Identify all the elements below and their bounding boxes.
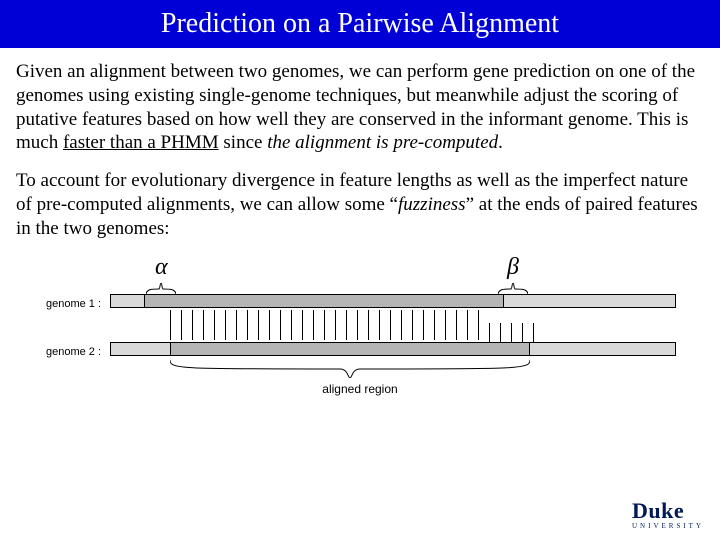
p2-seg-b: fuzziness bbox=[398, 194, 466, 215]
alignment-tick bbox=[247, 310, 248, 340]
genome2-feature bbox=[170, 342, 530, 356]
alpha-brace bbox=[146, 282, 176, 294]
alignment-tick bbox=[434, 310, 435, 340]
alignment-tick bbox=[423, 310, 424, 340]
alignment-tick bbox=[456, 310, 457, 340]
alignment-tick bbox=[225, 310, 226, 340]
duke-logo: Duke UNIVERSITY bbox=[632, 498, 704, 530]
slide-title: Prediction on a Pairwise Alignment bbox=[161, 8, 559, 40]
alignment-tick bbox=[291, 310, 292, 340]
alignment-tick bbox=[203, 310, 204, 340]
logo-sub: UNIVERSITY bbox=[632, 522, 704, 530]
logo-main: Duke bbox=[632, 498, 704, 524]
beta-label: β bbox=[507, 254, 519, 281]
alignment-tick bbox=[280, 310, 281, 340]
alignment-tick bbox=[368, 310, 369, 340]
alignment-tick bbox=[324, 310, 325, 340]
body-text: Given an alignment between two genomes, … bbox=[0, 48, 720, 240]
alignment-tick bbox=[357, 310, 358, 340]
paragraph-1: Given an alignment between two genomes, … bbox=[16, 60, 704, 155]
alignment-tick bbox=[258, 310, 259, 340]
alpha-label: α bbox=[155, 254, 168, 281]
paragraph-2: To account for evolutionary divergence i… bbox=[16, 169, 704, 240]
alignment-tick bbox=[214, 310, 215, 340]
alignment-tick bbox=[412, 310, 413, 340]
alignment-ticks bbox=[170, 310, 675, 340]
p1-seg-d: the alignment is pre-computed bbox=[267, 132, 498, 153]
alignment-diagram: α β genome 1 : genome 2 : aligned region bbox=[0, 254, 720, 454]
genome2-label: genome 2 : bbox=[46, 346, 101, 358]
alignment-tick bbox=[478, 310, 479, 340]
alignment-tick bbox=[467, 310, 468, 340]
alignment-tick bbox=[401, 310, 402, 340]
alignment-tick bbox=[181, 310, 182, 340]
alignment-tick bbox=[302, 310, 303, 340]
alignment-tick bbox=[390, 310, 391, 340]
p1-seg-b: faster than a PHMM bbox=[63, 132, 219, 153]
alignment-tick bbox=[170, 310, 171, 340]
alignment-tick bbox=[346, 310, 347, 340]
p1-seg-e: . bbox=[498, 132, 503, 153]
alignment-tick bbox=[445, 310, 446, 340]
beta-brace bbox=[498, 282, 528, 294]
alignment-tick bbox=[236, 310, 237, 340]
aligned-region-label: aligned region bbox=[0, 382, 720, 396]
alignment-tick bbox=[192, 310, 193, 340]
title-bar: Prediction on a Pairwise Alignment bbox=[0, 0, 720, 48]
genome1-label: genome 1 : bbox=[46, 298, 101, 310]
alignment-tick bbox=[335, 310, 336, 340]
alignment-tick bbox=[379, 310, 380, 340]
alignment-tick bbox=[269, 310, 270, 340]
p1-seg-c: since bbox=[219, 132, 268, 153]
alignment-tick bbox=[313, 310, 314, 340]
aligned-region-brace bbox=[170, 360, 530, 378]
genome1-feature bbox=[144, 294, 504, 308]
